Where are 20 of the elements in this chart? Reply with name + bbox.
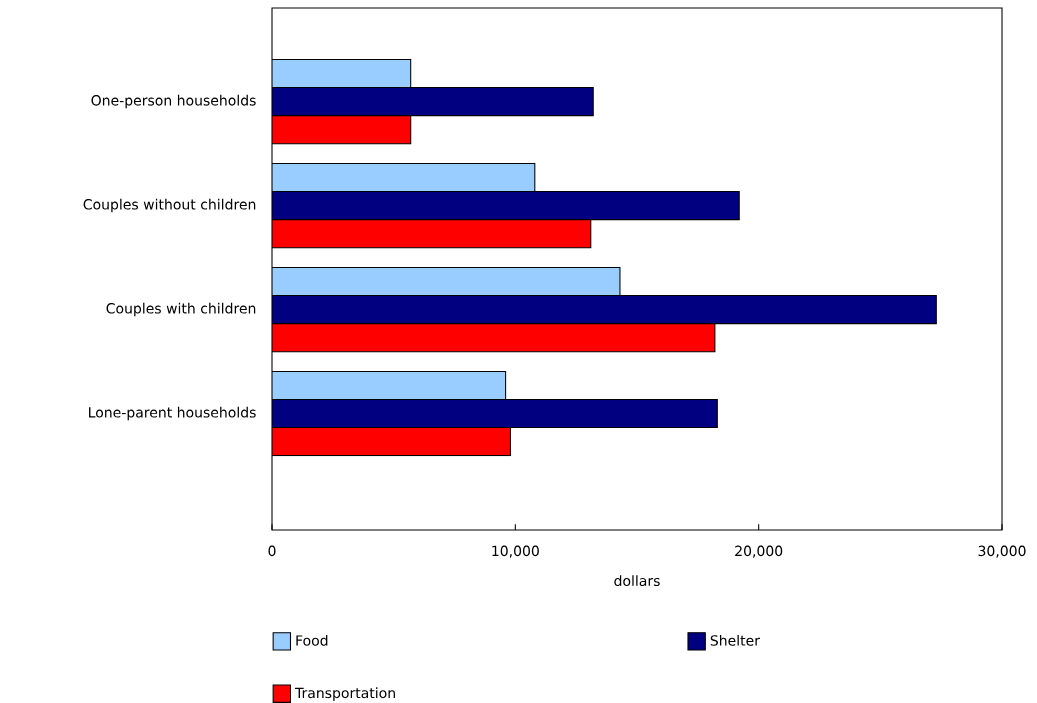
bar xyxy=(272,115,412,145)
legend-label: Food xyxy=(296,634,328,646)
x-axis-title: dollars xyxy=(614,575,660,587)
x-tick-label: 0 xyxy=(268,545,276,557)
bar xyxy=(272,323,716,353)
y-tick-label: Lone-parent households xyxy=(89,406,256,421)
y-tick-label: Couples with children xyxy=(106,302,256,317)
bar xyxy=(272,190,740,221)
bar xyxy=(272,398,718,429)
x-tick-label: 20,000 xyxy=(735,545,783,558)
x-tick-label: 30,000 xyxy=(978,545,1026,558)
bar xyxy=(272,219,592,249)
y-tick-label: One-person households xyxy=(91,94,256,109)
legend-label: Transportation xyxy=(294,687,395,701)
bar xyxy=(272,427,512,457)
bar xyxy=(272,87,594,117)
legend-label: Shelter xyxy=(710,634,760,646)
bar xyxy=(272,294,937,325)
x-tick-label: 10,000 xyxy=(492,545,539,558)
y-tick-label: Couples without children xyxy=(83,198,256,213)
